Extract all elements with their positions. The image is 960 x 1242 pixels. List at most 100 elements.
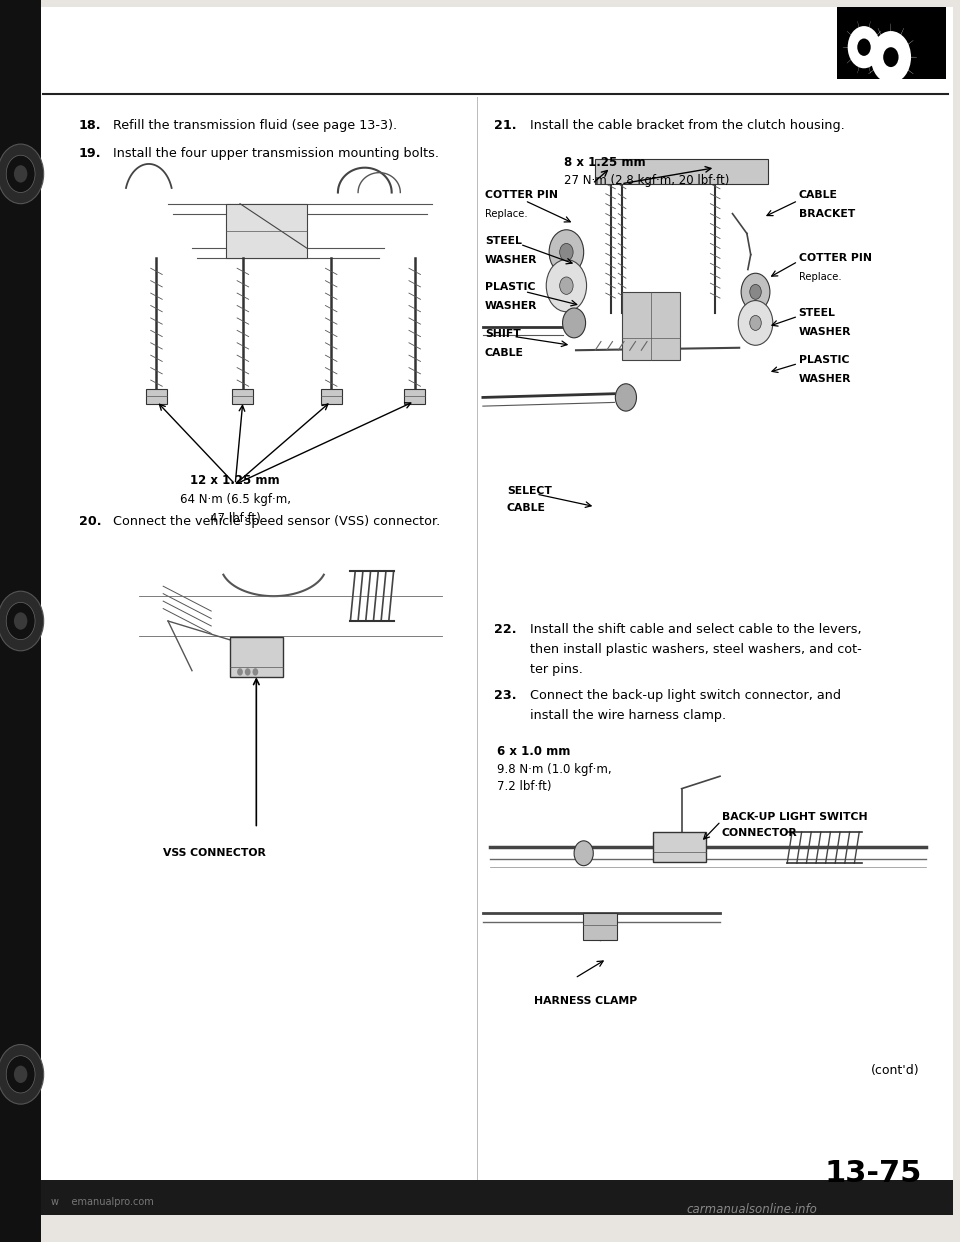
Bar (91, 540, 463, 857)
Circle shape (0, 144, 43, 204)
Circle shape (857, 39, 871, 56)
Polygon shape (876, 31, 881, 35)
Text: w    emanualpro.com: w emanualpro.com (51, 1197, 154, 1207)
Text: 12 x 1.25 mm: 12 x 1.25 mm (190, 474, 280, 487)
Bar (583, 913, 617, 940)
Text: CABLE: CABLE (507, 503, 545, 513)
Circle shape (750, 315, 761, 330)
Polygon shape (869, 21, 871, 27)
Polygon shape (232, 389, 253, 404)
Text: BACK-UP LIGHT SWITCH: BACK-UP LIGHT SWITCH (722, 812, 868, 822)
Text: Refill the transmission fluid (see page 13-3).: Refill the transmission fluid (see page … (113, 119, 397, 132)
Text: 13-75: 13-75 (825, 1159, 922, 1189)
Text: Install the four upper transmission mounting bolts.: Install the four upper transmission moun… (113, 147, 440, 159)
Circle shape (848, 26, 880, 68)
Bar (41, 1180, 953, 1215)
Text: STEEL: STEEL (485, 236, 521, 246)
Bar (226, 204, 307, 258)
Circle shape (560, 243, 573, 261)
Text: Replace.: Replace. (799, 272, 841, 282)
Polygon shape (857, 67, 859, 73)
Bar (0, 0, 41, 1242)
Circle shape (0, 591, 43, 651)
Polygon shape (908, 40, 913, 45)
Polygon shape (869, 70, 874, 75)
Text: 6 x 1.0 mm: 6 x 1.0 mm (497, 745, 570, 758)
Text: WASHER: WASHER (799, 327, 852, 337)
Circle shape (6, 155, 35, 193)
Text: then install plastic washers, steel washers, and cot-: then install plastic washers, steel wash… (530, 643, 862, 656)
Bar (837, 7, 946, 79)
Circle shape (13, 1066, 27, 1083)
Text: COTTER PIN: COTTER PIN (485, 190, 558, 200)
Text: 20.: 20. (79, 515, 101, 528)
Bar (91, 176, 463, 456)
Circle shape (574, 841, 593, 866)
Circle shape (6, 602, 35, 640)
Polygon shape (869, 40, 874, 45)
Text: Install the cable bracket from the clutch housing.: Install the cable bracket from the clutc… (530, 119, 845, 132)
Text: WASHER: WASHER (485, 301, 538, 310)
Text: PLASTIC: PLASTIC (799, 355, 850, 365)
Circle shape (6, 1056, 35, 1093)
Polygon shape (404, 389, 425, 404)
Polygon shape (146, 389, 167, 404)
Text: CABLE: CABLE (485, 348, 523, 358)
Text: 23.: 23. (494, 689, 516, 702)
Bar (483, 755, 931, 1031)
Circle shape (560, 277, 573, 294)
Text: BRACKET: BRACKET (799, 209, 855, 219)
Text: 47 lbf·ft): 47 lbf·ft) (210, 512, 260, 524)
Text: Connect the back-up light switch connector, and: Connect the back-up light switch connect… (530, 689, 841, 702)
Polygon shape (908, 70, 913, 75)
Circle shape (13, 165, 27, 183)
Text: 9.8 N·m (1.0 kgf·m,: 9.8 N·m (1.0 kgf·m, (497, 763, 612, 775)
Polygon shape (900, 79, 904, 86)
Circle shape (563, 308, 586, 338)
Circle shape (252, 668, 258, 676)
Polygon shape (877, 79, 881, 86)
Text: CONNECTOR: CONNECTOR (722, 828, 798, 838)
Circle shape (13, 612, 27, 630)
Text: Install the shift cable and select cable to the levers,: Install the shift cable and select cable… (530, 623, 861, 636)
Polygon shape (321, 389, 342, 404)
Text: 8 x 1.25 mm: 8 x 1.25 mm (564, 156, 645, 169)
Text: (cont'd): (cont'd) (871, 1064, 920, 1077)
Polygon shape (847, 60, 852, 63)
Text: 19.: 19. (79, 147, 101, 159)
Circle shape (883, 47, 899, 67)
Circle shape (615, 384, 636, 411)
Text: 7.2 lbf·ft): 7.2 lbf·ft) (497, 780, 552, 792)
Text: PLASTIC: PLASTIC (485, 282, 536, 292)
Text: WASHER: WASHER (799, 374, 852, 384)
Bar (230, 637, 283, 677)
Circle shape (750, 284, 761, 299)
Polygon shape (857, 21, 859, 27)
Bar (595, 159, 768, 184)
Text: Connect the vehicle speed sensor (VSS) connector.: Connect the vehicle speed sensor (VSS) c… (113, 515, 441, 528)
Circle shape (549, 230, 584, 274)
Text: HARNESS CLAMP: HARNESS CLAMP (534, 996, 637, 1006)
Polygon shape (900, 29, 904, 35)
Text: ter pins.: ter pins. (530, 663, 583, 676)
Bar (483, 165, 931, 534)
Text: 64 N·m (6.5 kgf·m,: 64 N·m (6.5 kgf·m, (180, 493, 291, 505)
Circle shape (546, 260, 587, 312)
Text: 21.: 21. (494, 119, 516, 132)
Bar (622, 292, 680, 360)
Polygon shape (877, 29, 881, 35)
Bar (653, 832, 706, 862)
Text: 22.: 22. (494, 623, 516, 636)
Circle shape (738, 301, 773, 345)
Text: CABLE: CABLE (799, 190, 837, 200)
Text: SELECT: SELECT (507, 486, 552, 496)
Polygon shape (876, 60, 881, 63)
Text: install the wire harness clamp.: install the wire harness clamp. (530, 709, 726, 722)
Text: STEEL: STEEL (799, 308, 835, 318)
Polygon shape (869, 67, 871, 73)
Circle shape (741, 273, 770, 310)
Text: carmanualsonline.info: carmanualsonline.info (686, 1203, 817, 1216)
Text: 27 N·m (2.8 kgf·m, 20 lbf·ft): 27 N·m (2.8 kgf·m, 20 lbf·ft) (564, 174, 729, 186)
Polygon shape (847, 31, 852, 35)
Text: VSS CONNECTOR: VSS CONNECTOR (162, 848, 266, 858)
